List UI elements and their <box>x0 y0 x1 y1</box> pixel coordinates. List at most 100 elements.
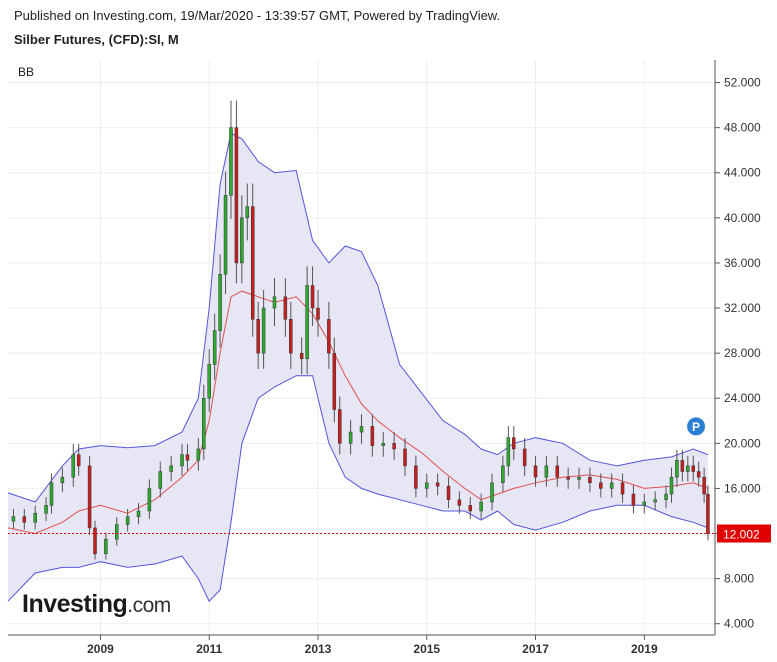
candle-body <box>169 465 173 472</box>
candle-body <box>425 482 429 489</box>
candle-body <box>71 454 76 478</box>
candle-body <box>202 397 206 450</box>
bollinger-bands <box>7 132 709 603</box>
candle-body <box>403 448 407 467</box>
candle-body <box>256 319 260 354</box>
candle-body <box>93 527 97 555</box>
logo-suffix: .com <box>127 594 171 617</box>
candle-body <box>33 512 37 523</box>
candle-body <box>544 465 549 478</box>
candle-body <box>642 501 647 506</box>
x-tick-label: 2009 <box>87 642 114 656</box>
y-tick-label: 32.000 <box>724 301 761 315</box>
badge-label: P <box>692 420 700 434</box>
candle-body <box>212 330 217 365</box>
logo-main: Investing <box>22 590 128 618</box>
candle-body <box>566 476 570 480</box>
candle-body <box>310 285 315 309</box>
candle-body <box>299 352 304 360</box>
candle-body <box>512 437 516 450</box>
candle-body <box>392 443 396 450</box>
candle-body <box>87 465 92 529</box>
candle-body <box>283 296 288 320</box>
candle-body <box>446 485 451 500</box>
candle-body <box>577 476 581 480</box>
candle-body <box>147 488 152 512</box>
candle-body <box>359 426 364 433</box>
indicator-label[interactable]: BB <box>18 65 35 79</box>
candle-body <box>522 448 527 467</box>
candle-body <box>490 482 494 503</box>
y-tick-label: 24.000 <box>724 391 761 405</box>
y-tick-label: 36.000 <box>724 256 761 270</box>
candle-body <box>348 431 353 444</box>
candle-body <box>675 459 679 478</box>
candle-body <box>223 195 228 275</box>
y-tick-label: 16.000 <box>724 481 761 495</box>
candle-body <box>115 524 119 540</box>
candle-body <box>245 206 250 219</box>
published-caption: Published on Investing.com, 19/Mar/2020 … <box>14 8 501 23</box>
candle-body <box>250 206 255 320</box>
candle-body <box>272 296 277 309</box>
candle-body <box>664 493 668 500</box>
x-tick-label: 2019 <box>631 642 658 656</box>
candle-body <box>289 319 293 354</box>
candle-body <box>599 482 603 489</box>
y-tick-label: 52.000 <box>724 76 761 90</box>
candle-body <box>620 482 625 495</box>
band-fill <box>8 133 708 602</box>
y-tick-label: 20.000 <box>724 436 761 450</box>
candle-body <box>125 516 130 525</box>
y-tick-label: 40.000 <box>724 211 761 225</box>
y-tick-label: 44.000 <box>724 166 761 180</box>
candle-body <box>631 493 636 506</box>
candle-body <box>234 127 239 264</box>
candle-body <box>76 454 81 467</box>
symbol-title: Silber Futures, (CFD):SI, M <box>14 32 179 47</box>
candle-body <box>686 465 690 472</box>
candle-body <box>457 499 462 506</box>
candle-body <box>327 319 331 354</box>
candle-body <box>669 476 674 495</box>
candle-body <box>158 471 163 489</box>
candle-body <box>261 307 266 354</box>
candle-body <box>104 538 108 555</box>
candle-body <box>136 510 141 517</box>
last-price-tag <box>717 524 771 543</box>
candle-body <box>337 409 342 444</box>
y-tick-label: 8.000 <box>724 572 754 586</box>
candle-body <box>11 516 16 522</box>
candle-body <box>316 307 320 320</box>
candle-body <box>501 465 505 484</box>
candle-body <box>60 476 65 484</box>
candle-body <box>653 499 657 503</box>
candle-body <box>706 493 710 534</box>
candle-body <box>533 465 538 478</box>
candles <box>11 100 710 560</box>
candle-body <box>305 285 309 360</box>
y-tick-label: 4.000 <box>724 617 754 631</box>
event-badge[interactable]: P <box>687 417 706 436</box>
candle-body <box>370 426 375 446</box>
x-tick-label: 2015 <box>413 642 440 656</box>
candle-body <box>229 127 233 196</box>
candle-body <box>22 516 27 523</box>
y-tick-label: 28.000 <box>724 346 761 360</box>
candle-body <box>218 273 222 331</box>
investing-logo: Investing.com <box>22 590 171 619</box>
candle-body <box>609 482 614 489</box>
candle-body <box>332 352 337 410</box>
candle-body <box>196 448 201 461</box>
candle-body <box>240 217 244 264</box>
candle-body <box>49 482 54 506</box>
chart-axes: 4.0008.00012.00016.00020.00024.00028.000… <box>8 60 771 656</box>
candle-body <box>207 364 211 399</box>
upper-band-line <box>7 132 709 503</box>
candle-body <box>414 465 418 489</box>
lower-band-line <box>7 375 709 603</box>
x-tick-label: 2013 <box>305 642 332 656</box>
x-tick-label: 2017 <box>522 642 549 656</box>
candle-body <box>435 482 440 487</box>
